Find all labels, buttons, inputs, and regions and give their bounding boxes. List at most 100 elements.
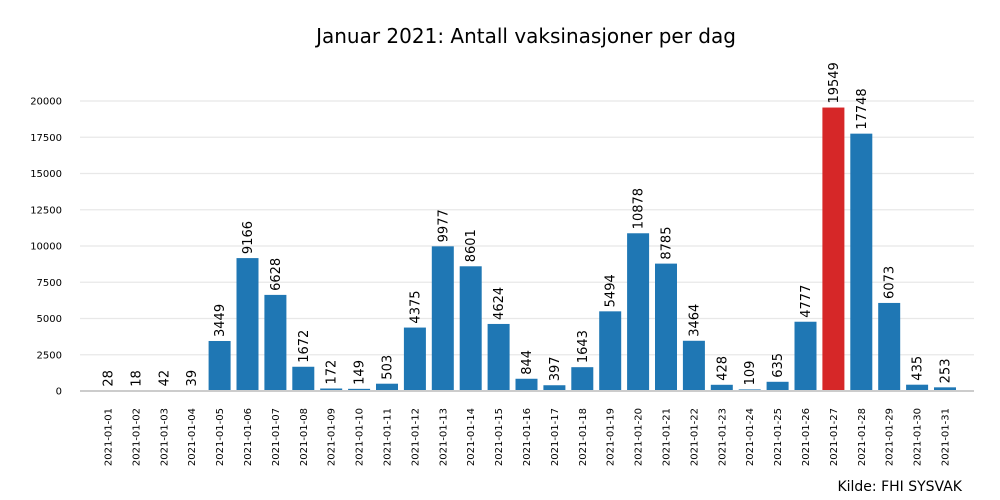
bar [682, 340, 705, 391]
bar [766, 381, 789, 391]
data-label: 3449 [213, 304, 228, 337]
x-tick-label: 2021-01-14 [466, 408, 477, 466]
data-label: 6628 [269, 258, 284, 291]
data-label: 397 [548, 356, 563, 381]
x-tick-label: 2021-01-05 [215, 408, 226, 466]
source-note: Kilde: FHI SYSVAK [837, 479, 962, 495]
data-label: 1672 [297, 330, 312, 363]
y-tick-label: 12500 [30, 205, 62, 216]
data-label: 844 [520, 350, 535, 375]
data-label: 17748 [855, 88, 870, 129]
data-label: 253 [939, 359, 954, 384]
data-label: 503 [381, 355, 396, 380]
data-label: 435 [911, 356, 926, 381]
x-tick-label: 2021-01-20 [634, 408, 645, 466]
x-tick-label: 2021-01-03 [159, 408, 170, 466]
bar [376, 383, 398, 391]
data-label: 1643 [576, 330, 591, 363]
y-tick-label: 17500 [30, 133, 62, 144]
bar [655, 263, 677, 391]
x-tick-label: 2021-01-02 [131, 408, 142, 466]
bar [208, 340, 231, 391]
y-tick-label: 20000 [30, 97, 62, 108]
data-label: 42 [157, 370, 172, 387]
y-tick-label: 15000 [30, 169, 62, 180]
data-label: 8785 [660, 227, 675, 260]
bar [292, 366, 315, 391]
x-tick-label: 2021-01-21 [662, 408, 673, 466]
data-label: 39 [185, 370, 200, 387]
x-tick-label: 2021-01-01 [104, 408, 115, 466]
bar [906, 384, 929, 391]
x-tick-label: 2021-01-12 [410, 408, 421, 466]
x-tick-label: 2021-01-28 [857, 408, 868, 466]
bar [822, 107, 845, 392]
bars [97, 107, 956, 392]
x-tick-label: 2021-01-10 [355, 408, 366, 466]
data-label: 4375 [408, 290, 423, 323]
bar [878, 302, 901, 391]
bar [571, 367, 594, 391]
x-tick-label: 2021-01-27 [829, 408, 840, 466]
x-tick-label: 2021-01-18 [578, 408, 589, 466]
bar [320, 388, 343, 391]
data-label: 3464 [687, 304, 702, 337]
y-tick-label: 7500 [37, 278, 62, 289]
data-label: 18 [129, 370, 144, 387]
bar [934, 387, 956, 391]
data-label: 8601 [464, 229, 479, 262]
bar [264, 294, 287, 391]
bar [710, 384, 733, 391]
x-tick-label: 2021-01-04 [187, 408, 198, 466]
bar [543, 385, 566, 391]
bar [403, 327, 426, 391]
gridlines [80, 100, 974, 356]
x-tick-label: 2021-01-11 [383, 408, 394, 466]
data-label: 428 [715, 356, 730, 381]
x-tick-label: 2021-01-06 [243, 408, 254, 466]
data-label: 109 [743, 361, 758, 386]
x-tick-label: 2021-01-17 [550, 408, 561, 466]
bar [487, 323, 510, 391]
data-label: 172 [325, 360, 340, 385]
y-tick-label: 0 [56, 387, 62, 398]
x-tick-label: 2021-01-13 [438, 408, 449, 466]
x-tick-label: 2021-01-26 [801, 408, 812, 466]
data-label: 5494 [604, 274, 619, 307]
x-tick-label: 2021-01-19 [606, 408, 617, 466]
x-tick-label: 2021-01-07 [271, 408, 282, 466]
x-axis-ticks: 2021-01-01 2021-01-02 2021-01-03 2021-01-04… [104, 408, 952, 466]
data-label: 19549 [827, 62, 842, 103]
x-tick-label: 2021-01-30 [913, 408, 924, 466]
x-tick-label: 2021-01-24 [745, 408, 756, 466]
bar [850, 133, 873, 392]
data-label: 149 [353, 360, 368, 385]
y-tick-label: 2500 [37, 350, 62, 361]
y-axis-ticks: 0 2500 5000 7500 10000 12500 15000 17500 20000 [30, 97, 62, 398]
data-labels: 28 18 42 39 3449 9166 6628 1672 172 149 503 4375 997… [102, 62, 954, 387]
bar [794, 321, 817, 391]
x-tick-label: 2021-01-22 [689, 408, 700, 466]
data-label: 4624 [492, 287, 507, 320]
x-tick-label: 2021-01-31 [941, 408, 952, 466]
data-label: 635 [771, 353, 786, 378]
data-label: 28 [102, 370, 117, 387]
chart-title: Januar 2021: Antall vaksinasjoner per da… [314, 24, 736, 48]
data-label: 6073 [883, 266, 898, 299]
bar [459, 266, 482, 391]
x-tick-label: 2021-01-09 [327, 408, 338, 466]
data-label: 10878 [632, 188, 647, 229]
x-tick-label: 2021-01-15 [494, 408, 505, 466]
data-label: 4777 [799, 285, 814, 318]
bar [236, 258, 259, 391]
x-tick-label: 2021-01-29 [885, 408, 896, 466]
x-tick-label: 2021-01-08 [299, 408, 310, 466]
x-tick-label: 2021-01-16 [522, 408, 533, 466]
x-tick-label: 2021-01-23 [717, 408, 728, 466]
y-tick-label: 10000 [30, 242, 62, 253]
y-tick-label: 5000 [37, 314, 62, 325]
bar [431, 246, 454, 391]
data-label: 9166 [241, 221, 256, 254]
